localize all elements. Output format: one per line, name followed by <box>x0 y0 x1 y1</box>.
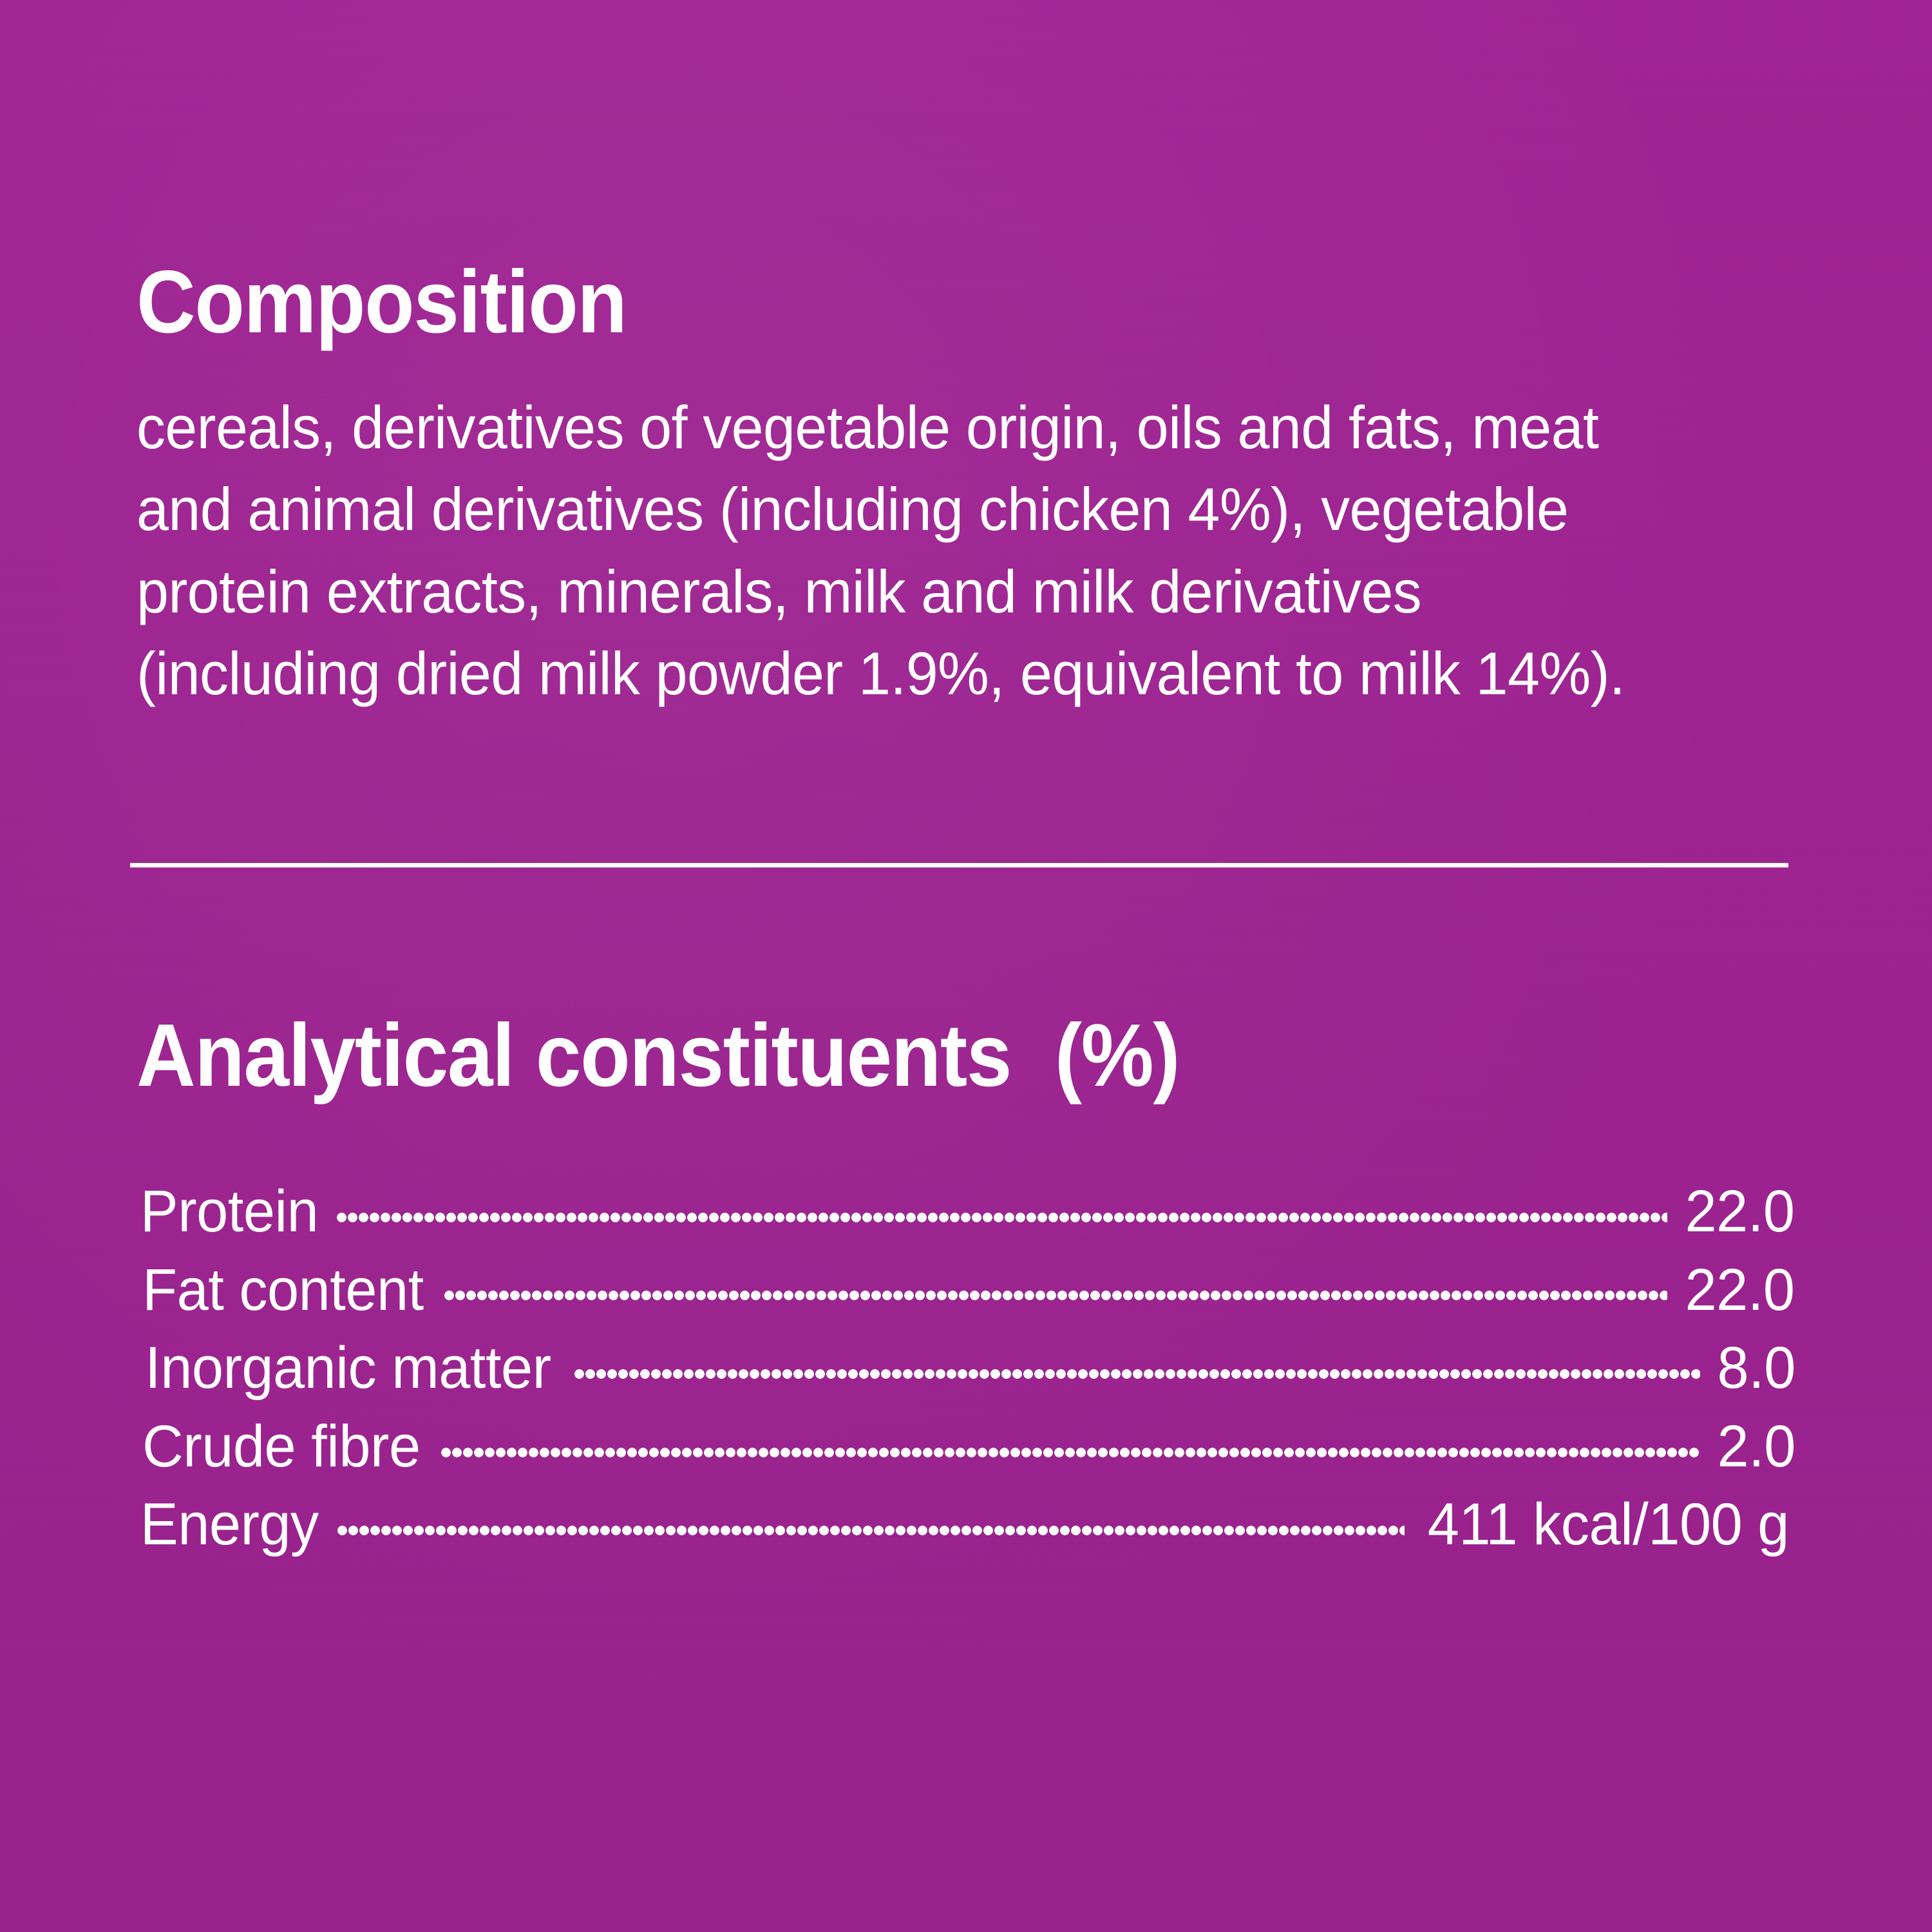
constituent-label: Fat content <box>142 1256 424 1323</box>
composition-section: Composition cereals, derivatives of vege… <box>137 258 1792 714</box>
list-item: Inorganic matter 8.0 <box>137 1329 1797 1407</box>
constituent-label: Inorganic matter <box>145 1335 551 1401</box>
dot-leader <box>573 1329 1700 1388</box>
list-item: Energy 411 kcal/100 g <box>137 1485 1797 1564</box>
list-item: Protein 22.0 <box>137 1172 1797 1251</box>
constituent-label: Protein <box>140 1179 319 1244</box>
constituents-list: Protein 22.0 Fat content 22.0 Inorganic … <box>137 1172 1797 1564</box>
constituent-value: 411 kcal/100 g <box>1428 1492 1790 1558</box>
section-divider <box>130 863 1788 867</box>
constituent-value: 22.0 <box>1685 1256 1795 1323</box>
constituent-label: Energy <box>140 1492 319 1558</box>
analytical-constituents-section: Analytical constituents (%) Protein 22.0… <box>137 1011 1797 1564</box>
list-item: Crude fibre 2.0 <box>137 1407 1797 1486</box>
analytical-constituents-heading: Analytical constituents (%) <box>137 1006 1180 1105</box>
dot-leader <box>443 1251 1667 1310</box>
dot-leader <box>336 1485 1405 1544</box>
composition-body-text: cereals, derivatives of vegetable origin… <box>137 393 1625 708</box>
dot-leader <box>336 1172 1667 1231</box>
constituent-value: 8.0 <box>1717 1335 1795 1401</box>
constituent-value: 2.0 <box>1717 1413 1795 1479</box>
dot-leader <box>440 1407 1700 1466</box>
composition-heading: Composition <box>137 252 627 352</box>
list-item: Fat content 22.0 <box>137 1251 1797 1329</box>
constituent-label: Crude fibre <box>142 1413 421 1479</box>
constituent-value: 22.0 <box>1685 1179 1795 1244</box>
